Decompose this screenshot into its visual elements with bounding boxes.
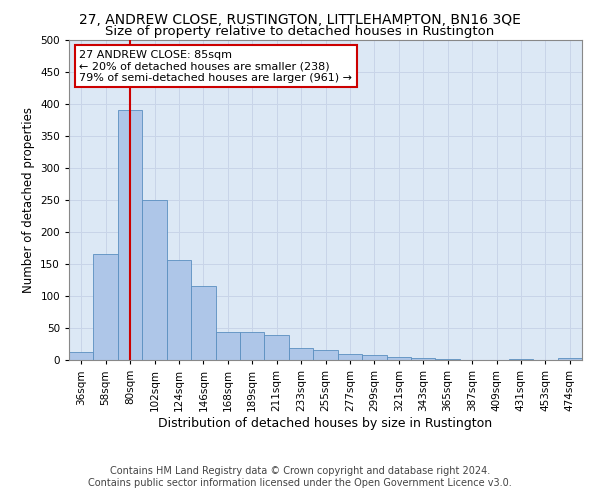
Text: Size of property relative to detached houses in Rustington: Size of property relative to detached ho…: [106, 25, 494, 38]
Bar: [436, 358, 460, 360]
Bar: [215, 332, 240, 360]
Bar: [386, 357, 411, 360]
Bar: [557, 358, 582, 360]
Bar: [240, 332, 265, 360]
Bar: [265, 335, 289, 360]
Bar: [69, 352, 94, 360]
Bar: [289, 348, 313, 360]
Text: 27 ANDREW CLOSE: 85sqm
← 20% of detached houses are smaller (238)
79% of semi-de: 27 ANDREW CLOSE: 85sqm ← 20% of detached…: [79, 50, 352, 83]
Text: 27, ANDREW CLOSE, RUSTINGTON, LITTLEHAMPTON, BN16 3QE: 27, ANDREW CLOSE, RUSTINGTON, LITTLEHAMP…: [79, 12, 521, 26]
Bar: [338, 354, 362, 360]
Bar: [167, 260, 191, 360]
X-axis label: Distribution of detached houses by size in Rustington: Distribution of detached houses by size …: [158, 416, 493, 430]
Text: Contains HM Land Registry data © Crown copyright and database right 2024.
Contai: Contains HM Land Registry data © Crown c…: [88, 466, 512, 487]
Bar: [362, 355, 386, 360]
Bar: [142, 200, 167, 360]
Y-axis label: Number of detached properties: Number of detached properties: [22, 107, 35, 293]
Bar: [509, 358, 533, 360]
Bar: [94, 254, 118, 360]
Bar: [411, 358, 436, 360]
Bar: [191, 286, 215, 360]
Bar: [313, 350, 338, 360]
Bar: [118, 110, 142, 360]
